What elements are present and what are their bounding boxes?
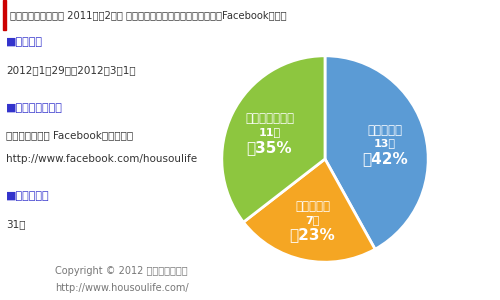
Text: 31票: 31票 (6, 220, 26, 230)
Text: 終35%: 終35% (246, 140, 292, 155)
Text: ■調査期間: ■調査期間 (6, 37, 44, 47)
Wedge shape (244, 159, 375, 262)
Text: 7票: 7票 (306, 215, 320, 225)
Text: 手応えなし: 手応えなし (368, 124, 402, 136)
Text: 放送: 放送 (19, 266, 31, 276)
Text: ■アンケート方法: ■アンケート方法 (6, 103, 63, 112)
Text: 終42%: 終42% (362, 152, 408, 166)
Text: http://www.facebook.com/housoulife: http://www.facebook.com/housoulife (6, 154, 198, 164)
Wedge shape (222, 56, 325, 222)
Bar (2, 0, 6, 30)
Text: 11票: 11票 (258, 127, 280, 137)
Text: 放送大学ライフ Facebookアンケート: 放送大学ライフ Facebookアンケート (6, 130, 134, 141)
Text: ■有効回答数: ■有効回答数 (6, 191, 50, 202)
Text: 何とも言えない: 何とも言えない (245, 112, 294, 125)
Text: 13票: 13票 (374, 139, 396, 148)
Text: 2012年1月29日～2012年3月1日: 2012年1月29日～2012年3月1日 (6, 65, 136, 75)
Text: 大学: 大学 (19, 278, 31, 287)
Text: 手応えアリ: 手応えアリ (295, 200, 330, 213)
Text: ライフ: ライフ (18, 288, 32, 297)
Text: 『非公式』放送大学 2011年度2学期 単位認定試験の手応え調査の結果（Facebook調べ）: 『非公式』放送大学 2011年度2学期 単位認定試験の手応え調査の結果（Face… (10, 10, 286, 20)
Text: Copyright © 2012 放送大学ライフ: Copyright © 2012 放送大学ライフ (55, 266, 188, 276)
Text: http://www.housoulife.com/: http://www.housoulife.com/ (55, 283, 188, 293)
Text: 終23%: 終23% (290, 228, 336, 243)
Wedge shape (325, 56, 428, 249)
